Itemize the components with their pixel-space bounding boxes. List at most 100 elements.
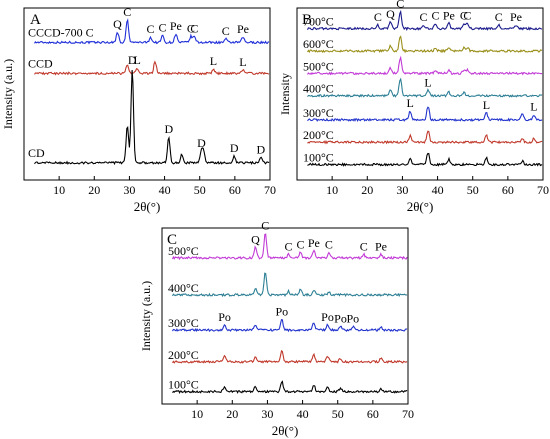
panel-c-ticks: 10 20 30 40 50 60 70: [191, 400, 414, 421]
x-tick-label: 50: [194, 183, 206, 197]
series-line-c-0: [171, 233, 408, 261]
x-tick-label: 20: [88, 183, 100, 197]
peak-label: C: [190, 21, 198, 35]
series-line-b-0: [307, 9, 543, 31]
panel-c-frame: [161, 227, 409, 405]
peak-label: C: [123, 5, 131, 19]
peak-label: C: [463, 8, 471, 22]
peak-label: Q: [386, 7, 395, 21]
peak-label: C: [495, 10, 503, 24]
peak-label: D: [164, 122, 173, 136]
series-label: CD: [28, 146, 45, 160]
peak-label: C: [296, 238, 304, 252]
series-label: 500°C: [303, 59, 334, 73]
series-line-c-4: [172, 380, 408, 394]
x-tick-label: 10: [191, 407, 203, 421]
panel-a-curves: [34, 18, 270, 166]
x-tick-label: 50: [467, 183, 479, 197]
peak-label: C: [147, 22, 155, 36]
x-tick-label: 70: [537, 183, 549, 197]
peak-label: D: [128, 53, 137, 67]
peak-label: C: [222, 24, 230, 38]
peak-label: Pe: [308, 236, 320, 250]
peak-label: C: [460, 8, 468, 22]
series-label: 400°C: [168, 281, 199, 295]
panel-c-letter: C: [167, 232, 177, 248]
panel-a-xlabel: 2θ(°): [134, 199, 161, 214]
panel-b-curves: [307, 9, 543, 167]
series-label: 300°C: [303, 106, 334, 120]
series-line-b-1: [307, 35, 543, 54]
series-label: 400°C: [303, 82, 334, 96]
peak-label: Po: [321, 310, 334, 324]
peak-label: Q: [113, 17, 122, 31]
x-tick-label: 10: [326, 183, 338, 197]
peak-label: L: [210, 54, 217, 68]
x-tick-label: 10: [53, 183, 65, 197]
x-tick-label: 40: [297, 407, 309, 421]
panel-b: B Intensity 2θ(°) 10 20 30 40 50 60 70 C QCC C Pe…: [278, 0, 549, 214]
peak-label: L: [424, 76, 431, 90]
peak-label: Pe: [237, 22, 249, 36]
panel-a: A Intensity (a.u.) 2θ(°) 10 20 30 40 50 60 70 …: [1, 5, 276, 214]
series-line-a-1: [34, 60, 270, 76]
series-label: CCCD-700 C: [28, 25, 94, 39]
panel-b-series-labels: 700°C 600°C 500°C 400°C 300°C 200°C 100°C: [303, 15, 334, 165]
series-line-a-2: [34, 69, 270, 166]
peak-label: Po: [275, 305, 288, 319]
peak-label: Q: [251, 232, 260, 246]
x-tick-label: 30: [123, 183, 135, 197]
peak-label: C: [396, 0, 404, 10]
peak-label: C: [360, 239, 368, 253]
series-line-b-2: [307, 55, 543, 76]
series-label: 600°C: [303, 37, 334, 51]
series-line-a-0: [34, 18, 270, 45]
series-line-b-5: [307, 130, 543, 145]
series-line-b-4: [307, 106, 543, 123]
peak-label: L: [530, 100, 537, 114]
peak-label: C: [261, 218, 269, 232]
series-label: 100°C: [168, 378, 199, 392]
series-line-c-1: [172, 272, 408, 298]
panel-c-curves: [171, 233, 408, 394]
x-tick-label: 50: [332, 407, 344, 421]
peak-label: Pe: [510, 10, 522, 24]
peak-label: C: [374, 10, 382, 24]
peak-label: Pe: [375, 239, 387, 253]
x-tick-label: 60: [367, 407, 379, 421]
panel-a-frame: [23, 7, 271, 181]
series-label: 200°C: [168, 348, 199, 362]
series-label: CCD: [28, 56, 53, 70]
panel-b-ylabel: Intensity: [278, 73, 292, 115]
x-tick-label: 20: [361, 183, 373, 197]
series-label: 200°C: [303, 128, 334, 142]
panel-b-ticks: 10 20 30 40 50 60 70: [326, 176, 549, 197]
x-tick-label: 40: [159, 183, 171, 197]
series-line-b-6: [307, 152, 543, 167]
panel-c: C Intensity (a.u.) 2θ(°) 10 20 30 40 50 60 70 …: [139, 218, 414, 438]
x-tick-label: 30: [396, 183, 408, 197]
peak-label: L: [483, 98, 490, 112]
panel-a-letter: A: [30, 12, 41, 28]
peak-label: L: [239, 55, 246, 69]
panel-b-xlabel: 2θ(°): [407, 199, 434, 214]
peak-label: L: [406, 96, 413, 110]
panel-a-ticks: 10 20 30 40 50 60 70: [53, 176, 276, 197]
peak-label: D: [197, 136, 206, 150]
series-label: 500°C: [168, 244, 199, 258]
series-label: 300°C: [168, 316, 199, 330]
peak-label: D: [257, 143, 266, 157]
x-tick-label: 60: [502, 183, 514, 197]
panel-a-ylabel: Intensity (a.u.): [1, 59, 15, 129]
peak-label: C: [420, 10, 428, 24]
peak-label: C: [325, 238, 333, 252]
peak-label: Po: [334, 312, 347, 326]
peak-label: Po: [346, 312, 359, 326]
peak-label: L: [133, 53, 140, 67]
series-line-b-3: [307, 77, 543, 98]
series-line-c-3: [172, 349, 408, 364]
